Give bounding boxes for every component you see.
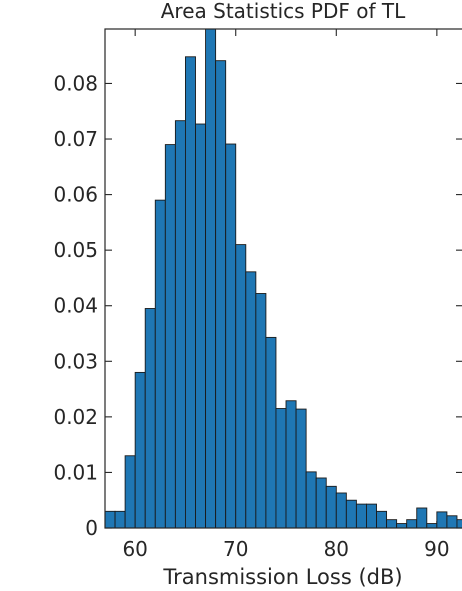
chart-title: Area Statistics PDF of TL bbox=[161, 0, 406, 23]
bars-layer bbox=[105, 29, 462, 528]
histogram-bar bbox=[386, 519, 398, 528]
x-tick-label: 70 bbox=[223, 537, 248, 561]
y-tick-label: 0 bbox=[85, 516, 98, 540]
histogram-bar bbox=[305, 471, 317, 528]
histogram-bar bbox=[275, 408, 287, 528]
histogram-bar bbox=[456, 519, 462, 528]
y-tick-label: 0.01 bbox=[53, 460, 98, 484]
y-tick-labels: 0 0.01 0.02 0.03 0.04 0.05 0.06 0.07 0.08 bbox=[53, 71, 98, 540]
histogram-bar bbox=[184, 56, 196, 528]
histogram-bar bbox=[295, 408, 307, 528]
histogram-bar bbox=[446, 515, 458, 528]
histogram-bar bbox=[255, 293, 267, 528]
histogram-bar bbox=[124, 455, 136, 528]
histogram-bar bbox=[345, 499, 357, 528]
histogram-bar bbox=[396, 523, 408, 528]
histogram-bar bbox=[114, 510, 126, 528]
y-tick-label: 0.08 bbox=[53, 71, 98, 95]
histogram-bar bbox=[245, 271, 257, 528]
histogram-bar bbox=[164, 144, 176, 528]
histogram-bar bbox=[144, 308, 156, 528]
histogram-bar bbox=[265, 336, 277, 528]
y-tick-label: 0.07 bbox=[53, 127, 98, 151]
histogram-bar bbox=[426, 523, 438, 528]
histogram-bar bbox=[235, 244, 247, 528]
histogram-bar bbox=[205, 29, 217, 528]
histogram-bar bbox=[215, 60, 227, 528]
histogram-bar bbox=[174, 120, 186, 528]
histogram-bar bbox=[436, 511, 448, 528]
histogram-bar bbox=[406, 519, 418, 528]
y-tick-label: 0.05 bbox=[53, 238, 98, 262]
histogram-bar bbox=[355, 503, 367, 528]
histogram-bar bbox=[366, 503, 377, 528]
histogram-bar bbox=[335, 492, 347, 528]
y-tick-label: 0.02 bbox=[53, 405, 98, 429]
histogram-bar bbox=[134, 371, 146, 528]
histogram-bar bbox=[195, 123, 207, 528]
histogram-bar bbox=[285, 400, 297, 528]
histogram-bar bbox=[325, 485, 337, 528]
y-tick-label: 0.04 bbox=[53, 294, 98, 318]
y-tick-label: 0.03 bbox=[53, 349, 98, 373]
x-tick-label: 80 bbox=[324, 537, 349, 561]
histogram-bar bbox=[416, 507, 428, 528]
histogram-bar bbox=[225, 143, 237, 528]
x-tick-label: 90 bbox=[424, 537, 449, 561]
histogram-bar bbox=[154, 199, 166, 528]
y-tick-label: 0.06 bbox=[53, 183, 98, 207]
x-tick-label: 60 bbox=[122, 537, 147, 561]
x-axis-label: Transmission Loss (dB) bbox=[162, 565, 402, 589]
x-tick-labels: 60 70 80 90 bbox=[122, 537, 449, 561]
histogram-bar bbox=[105, 510, 116, 528]
histogram-bar bbox=[376, 510, 388, 528]
plot-frame bbox=[104, 28, 462, 529]
histogram-bar bbox=[315, 477, 327, 528]
